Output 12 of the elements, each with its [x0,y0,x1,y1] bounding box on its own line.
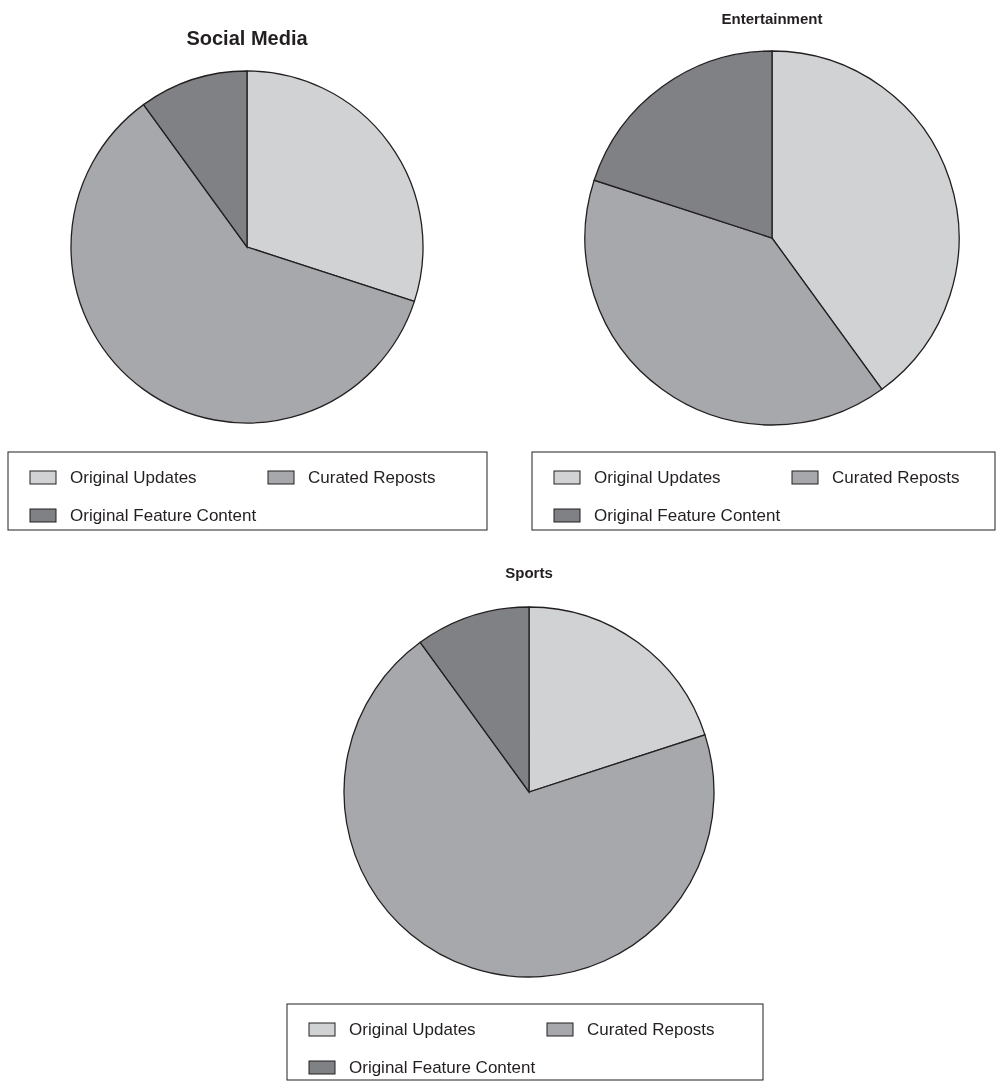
chart-title: Entertainment [721,10,823,27]
legend-label: Curated Reposts [832,468,960,487]
legend-label: Curated Reposts [308,468,436,487]
legend-label: Curated Reposts [587,1020,715,1039]
legend-label: Original Feature Content [349,1058,536,1077]
chart-title: Social Media [186,27,309,49]
legend-label: Original Updates [70,468,197,487]
legend-label: Original Updates [349,1020,476,1039]
legend-label: Original Feature Content [70,506,257,525]
chart-title: Sports [505,564,553,581]
legend-label: Original Updates [594,468,721,487]
legend-label: Original Feature Content [594,506,781,525]
